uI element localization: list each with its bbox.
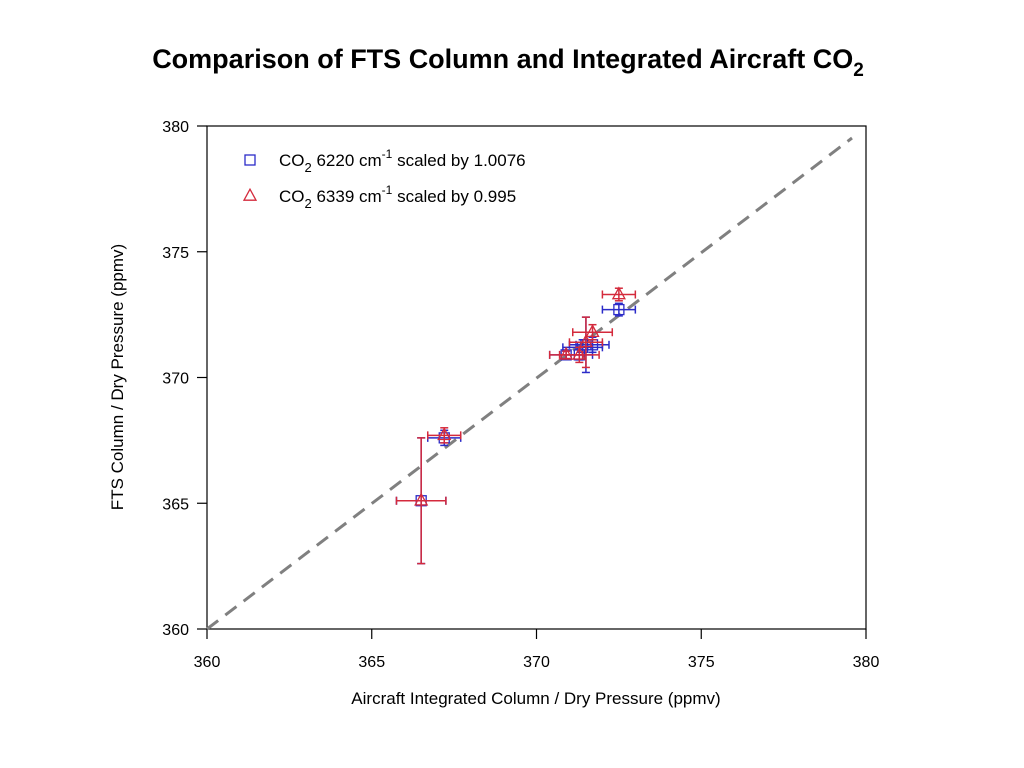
y-tick-label: 370 <box>162 371 189 388</box>
legend-label-mid: 6220 cm <box>312 151 382 170</box>
chart-title-main: Comparison of FTS Column and Integrated … <box>152 44 853 74</box>
legend-label-sub: 2 <box>305 196 312 211</box>
legend-label-post: scaled by 1.0076 <box>392 151 525 170</box>
y-tick-label: 360 <box>162 622 189 639</box>
data-point-triangle <box>572 346 587 360</box>
legend-label-pre: CO <box>279 187 305 206</box>
legend-entry-1: CO2 6220 cm-1 scaled by 1.0076 <box>244 147 526 175</box>
y-tick-label: 375 <box>162 245 189 262</box>
y-axis-label: FTS Column / Dry Pressure (ppmv) <box>108 244 127 510</box>
y-tick-label: 365 <box>162 496 189 513</box>
legend-marker-triangle <box>242 187 258 201</box>
x-tick-label: 370 <box>523 654 550 671</box>
legend-label-mid: 6339 cm <box>312 187 382 206</box>
x-axis-label: Aircraft Integrated Column / Dry Pressur… <box>351 689 720 708</box>
x-tick-label: 380 <box>853 654 880 671</box>
legend-label: CO2 6220 cm-1 scaled by 1.0076 <box>279 147 526 175</box>
series-2 <box>395 286 637 565</box>
legend-label-sup: -1 <box>382 147 393 161</box>
y-tick-label: 380 <box>162 119 189 136</box>
one-to-one-reference-line <box>206 136 853 631</box>
data-point-triangle <box>611 286 626 300</box>
data-point-triangle <box>578 334 594 348</box>
x-tick-label: 360 <box>194 654 221 671</box>
x-tick-label: 365 <box>358 654 385 671</box>
legend-label-sub: 2 <box>305 160 312 175</box>
chart-title: Comparison of FTS Column and Integrated … <box>152 44 864 81</box>
data-point-triangle <box>414 492 429 506</box>
x-tick-label: 375 <box>688 654 715 671</box>
data-point-triangle <box>437 427 452 441</box>
chart-title-subscript: 2 <box>853 60 864 81</box>
legend-label-pre: CO <box>279 151 305 170</box>
legend-label-post: scaled by 0.995 <box>392 187 516 206</box>
legend-label: CO2 6339 cm-1 scaled by 0.995 <box>279 183 516 211</box>
legend-label-sup: -1 <box>382 183 393 197</box>
plot-area: 360 365 370 375 380 360 365 370 375 380 <box>162 119 879 671</box>
data-point-square <box>613 303 625 316</box>
legend-marker-square <box>244 154 256 166</box>
legend-entry-2: CO2 6339 cm-1 scaled by 0.995 <box>242 183 516 211</box>
data-point-triangle <box>585 324 600 338</box>
data-point-triangle <box>559 346 574 360</box>
